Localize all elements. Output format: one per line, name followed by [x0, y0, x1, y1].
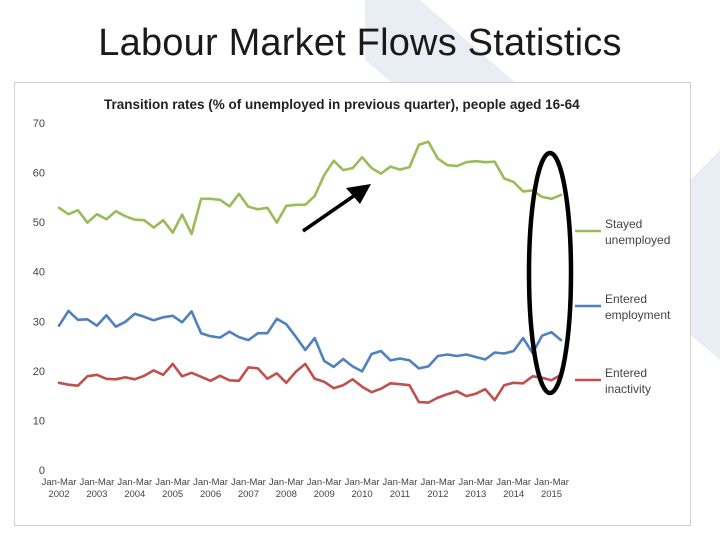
chart-title: Transition rates (% of unemployed in pre… [104, 97, 580, 112]
y-tick-label: 10 [33, 415, 45, 427]
x-tick-label-month: Jan-Mar [269, 477, 304, 488]
annotation-highlight-ellipse [526, 150, 574, 396]
y-tick-label: 40 [33, 267, 45, 279]
x-tick-label-month: Jan-Mar [231, 477, 266, 488]
series-line-entered-inactivity [57, 362, 563, 404]
y-tick-label: 70 [33, 118, 45, 130]
legend-label: inactivity [605, 382, 651, 396]
x-tick-label-month: Jan-Mar [79, 477, 114, 488]
x-tick-label-year: 2005 [162, 489, 183, 500]
slide-title: Labour Market Flows Statistics [98, 22, 622, 64]
x-tick-label-month: Jan-Mar [307, 477, 342, 488]
series-line-stayed-unemployed [57, 140, 563, 236]
y-tick-label: 50 [33, 217, 45, 229]
annotations [302, 150, 574, 396]
legend-label: unemployed [605, 233, 670, 247]
series-line-entered-employment [57, 309, 563, 373]
annotation-arrow-head [346, 184, 371, 204]
x-tick-label-year: 2002 [48, 489, 69, 500]
x-tick-label-year: 2011 [390, 489, 410, 500]
x-tick-label-month: Jan-Mar [42, 477, 77, 488]
x-tick-label-year: 2003 [86, 489, 107, 500]
x-tick-label-month: Jan-Mar [496, 477, 531, 488]
x-tick-label-year: 2007 [238, 489, 259, 500]
x-tick-label-month: Jan-Mar [458, 477, 493, 488]
x-tick-label-month: Jan-Mar [193, 477, 228, 488]
legend-label: Entered [605, 366, 647, 380]
x-tick-label-year: 2009 [314, 489, 335, 500]
y-tick-label: 20 [33, 366, 45, 378]
x-tick-label-year: 2012 [427, 489, 448, 500]
x-tick-label-year: 2008 [276, 489, 297, 500]
x-axis: Jan-Mar2002Jan-Mar2003Jan-Mar2004Jan-Mar… [42, 477, 569, 500]
legend-label: Stayed [605, 217, 642, 231]
chart: Transition rates (% of unemployed in pre… [33, 97, 671, 500]
x-tick-label-month: Jan-Mar [420, 477, 455, 488]
legend: Stayed unemployed Entered employment Entered… [575, 217, 671, 396]
x-tick-label-year: 2004 [124, 489, 145, 500]
x-tick-label-year: 2006 [200, 489, 221, 500]
annotation-arrow-line [302, 191, 359, 233]
x-tick-label-month: Jan-Mar [117, 477, 152, 488]
y-tick-label: 30 [33, 316, 45, 328]
x-tick-label-year: 2015 [541, 489, 562, 500]
y-tick-label: 60 [33, 168, 45, 180]
x-tick-label-month: Jan-Mar [534, 477, 569, 488]
x-tick-label-year: 2014 [503, 489, 524, 500]
y-axis: 0 10 20 30 40 50 60 70 [33, 118, 45, 477]
x-tick-label-year: 2010 [352, 489, 373, 500]
series-lines [57, 140, 563, 404]
chart-frame: Transition rates (% of unemployed in pre… [14, 82, 691, 526]
legend-label: Entered [605, 292, 647, 306]
legend-label: employment [605, 308, 671, 322]
x-tick-label-month: Jan-Mar [345, 477, 380, 488]
x-tick-label-year: 2013 [465, 489, 486, 500]
x-tick-label-month: Jan-Mar [383, 477, 418, 488]
background-corner-shape [690, 150, 720, 300]
x-tick-label-month: Jan-Mar [155, 477, 190, 488]
y-tick-label: 0 [39, 465, 45, 477]
